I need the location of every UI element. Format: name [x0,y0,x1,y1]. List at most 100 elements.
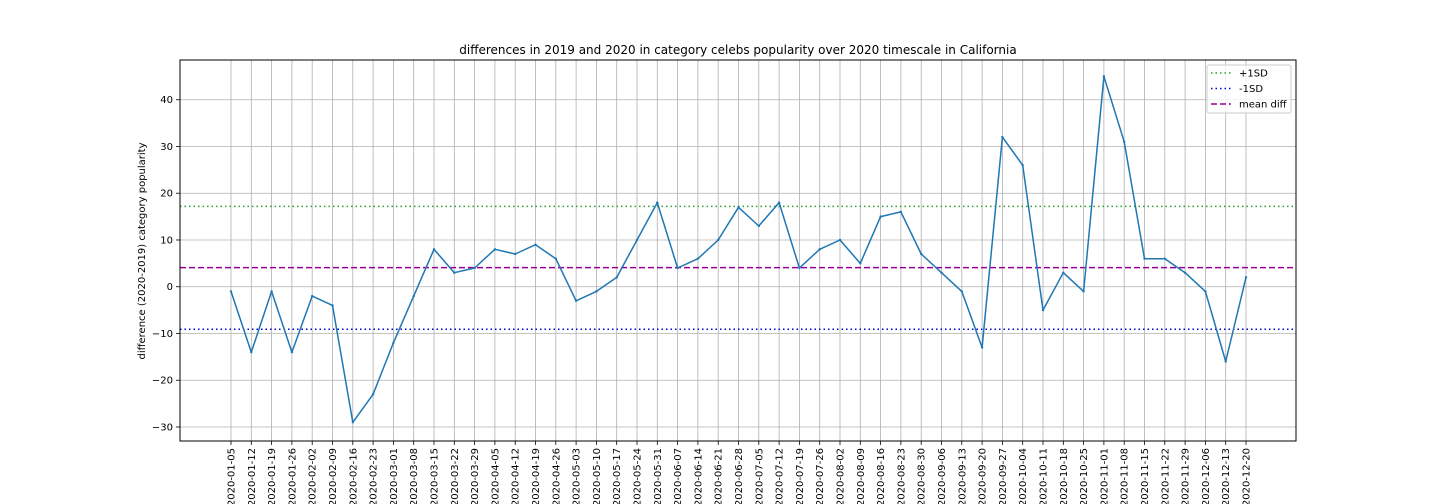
legend-label: -1SD [1239,84,1263,95]
data-point [453,271,456,274]
data-point [432,248,436,251]
reference-lines [180,205,1296,331]
y-tick-label: −30 [152,422,173,433]
data-point [838,238,842,242]
data-point [696,257,700,260]
x-tick-label: 2020-04-19 [531,448,542,504]
x-tick-label: 2020-01-19 [267,448,278,504]
x-tick-label: 2020-03-29 [470,448,481,504]
data-point [250,350,253,354]
data-point [534,243,537,246]
data-point [371,393,375,396]
x-tick-label: 2020-03-15 [430,448,441,504]
data-point [412,294,415,298]
x-tick-label: 2020-04-26 [551,448,562,504]
data-point [473,266,476,270]
x-tick-label: 2020-12-06 [1201,448,1212,504]
x-tick-label: 2020-11-29 [1181,448,1192,504]
legend-box [1206,64,1292,114]
data-point [1224,360,1227,363]
data-point [1204,290,1207,293]
y-tick-label: 20 [160,189,173,200]
x-tick-label: 2020-06-14 [693,448,704,504]
y-tick-label: −10 [152,329,173,340]
data-point [1041,308,1045,312]
x-tick-label: 2020-06-07 [673,448,684,504]
x-tick-label: 2020-08-09 [856,448,867,504]
data-point [595,290,598,293]
x-tick-label: 2020-02-16 [348,448,359,504]
data-point [656,201,659,204]
x-tick-label: 2020-07-26 [815,448,826,504]
data-point [980,346,984,349]
data-point [635,238,639,242]
x-tick-label: 2020-08-23 [896,448,907,504]
y-tick-label: 0 [167,282,173,293]
x-tick-label: 2020-01-12 [247,448,258,504]
x-tick-label: 2020-10-18 [1059,448,1070,504]
x-tick-label: 2020-05-10 [592,448,603,504]
x-tick-label: 2020-12-20 [1242,448,1253,504]
data-point [920,252,923,256]
x-tick-label: 2020-11-15 [1140,448,1151,504]
series-layer [229,75,1248,424]
x-tick-label: 2020-09-06 [937,448,948,504]
data-point [1021,163,1024,167]
x-tick-label: 2020-10-25 [1079,448,1090,504]
x-tick-label: 2020-08-02 [836,448,847,504]
data-point [1082,290,1085,293]
data-point [879,215,882,218]
data-point [960,290,963,293]
legend-label: mean diff [1239,100,1288,111]
legend-label: +1SD [1239,69,1268,80]
x-tick-label: 2020-07-05 [754,448,765,504]
y-axis-label: difference (2020-2019) category populari… [137,142,148,359]
data-point [493,248,497,251]
x-tick-label: 2020-03-01 [389,448,400,504]
x-tick-label: 2020-06-21 [714,448,725,504]
data-point [859,262,862,265]
data-point [574,299,578,302]
data-point [392,341,395,345]
data-point [1062,271,1065,274]
data-point [554,257,557,260]
data-point [514,252,517,256]
data-point [676,266,679,270]
y-axis: −30 −20 −10 0 10 20 30 40 [152,95,180,433]
data-point [717,238,720,242]
data-point [737,206,740,209]
data-point [940,271,943,274]
x-tick-label: 2020-02-02 [308,448,319,504]
data-point [777,201,781,204]
data-point [1163,257,1167,260]
x-tick-label: 2020-05-24 [633,448,644,504]
data-point [798,266,801,270]
x-tick-label: 2020-08-30 [917,448,928,504]
x-tick-label: 2020-01-26 [287,448,298,504]
plot-frame [179,59,1297,442]
data-point [818,248,821,251]
chart-title: differences in 2019 and 2020 in category… [459,43,1016,57]
data-point [1244,276,1248,279]
data-point [229,290,233,293]
x-tick-label: 2020-03-22 [450,448,461,504]
x-tick-label: 2020-06-28 [734,448,745,504]
data-point [757,224,760,228]
grid [180,60,1296,441]
data-point [615,276,618,279]
data-point [311,294,314,298]
y-tick-label: −20 [152,376,173,387]
data-point [290,350,294,354]
x-tick-label: 2020-05-31 [653,448,664,504]
x-tick-label: 2020-02-23 [369,448,380,504]
x-tick-label: 2020-07-12 [775,448,786,504]
x-tick-label: 2020-02-09 [328,448,339,504]
data-point [899,210,903,214]
y-tick-label: 10 [160,235,173,246]
legend: +1SD -1SD mean diff [1206,64,1292,114]
x-tick-label: 2020-05-17 [612,448,623,504]
data-point [270,290,273,293]
data-point [1123,140,1126,144]
x-tick-label: 2020-09-20 [978,448,989,504]
